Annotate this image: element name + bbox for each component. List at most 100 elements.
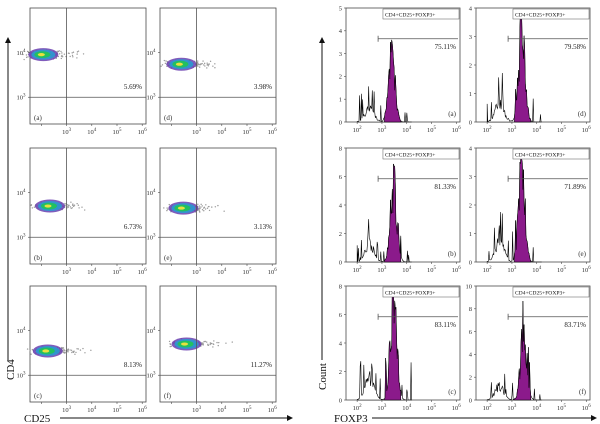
x-tick-label: 102 [353,126,363,134]
x-tick-label: 103 [192,268,202,276]
x-tick-label: 103 [507,404,517,412]
panel-id: (c) [448,388,456,396]
gate-percent: 3.98% [254,83,272,91]
x-tick-label: 104 [87,268,97,276]
population-label-box [382,286,460,298]
population-label-box [382,8,460,20]
panel-id: (d) [164,114,173,122]
y-tick-label: 6 [339,174,343,181]
x-tick-label: 104 [87,406,97,414]
population-label: CD4+CD25+FOXP3+ [515,13,566,19]
cell-population-cluster [163,201,225,215]
foxp3-histograms: 75.11%CD4+CD25+FOXP3+(a)102 103 104 105 1060… [339,5,592,412]
x-tick-label: 103 [377,126,387,134]
histogram-panel: 71.89% CD4+CD25+FOXP3+ (e) 102 103 104 105 106 0… [469,145,592,274]
y-tick-label: 0 [469,119,472,126]
gate-percent: 71.89% [564,183,586,191]
count-axis-label: Count [317,363,329,390]
y-tick-label: 2 [339,369,342,376]
x-tick-label: 106 [582,126,592,134]
panel-id: (c) [34,392,42,400]
panel-id: (a) [34,114,42,122]
histogram-frame [475,147,591,263]
x-tick-label: 104 [402,404,412,412]
dot-plot-panel: 3.98% (d) 103 104 105 106 103 104 [147,7,278,136]
y-tick-label: 103 [147,94,157,102]
panel-id: (e) [164,254,172,262]
y-tick-label: 1 [469,231,472,238]
population-label: CD4+CD25+FOXP3+ [515,153,566,159]
y-tick-label: 103 [147,372,157,380]
x-tick-label: 105 [113,268,123,276]
x-tick-label: 103 [192,128,202,136]
dot-plot-frame [29,7,147,125]
x-tick-label: 103 [377,266,387,274]
cell-population-cluster [30,199,86,213]
histogram-gated-area [514,301,532,401]
population-label: CD4+CD25+FOXP3+ [385,13,436,19]
x-tick-label: 104 [217,268,227,276]
x-tick-label: 103 [192,406,202,414]
y-tick-label: 2 [469,202,472,209]
x-tick-label: 102 [353,266,363,274]
y-tick-label: 0 [339,397,342,404]
y-tick-label: 104 [147,49,157,57]
y-tick-label: 8 [339,145,342,152]
y-tick-label: 4 [339,28,343,35]
gate-percent: 83.71% [564,321,586,329]
x-tick-label: 105 [427,266,437,274]
histogram-gated-area [384,39,402,123]
y-tick-label: 3 [469,174,472,181]
x-tick-label: 102 [483,126,493,134]
y-tick-label: 103 [17,372,27,380]
x-tick-label: 104 [532,404,542,412]
cell-population-cluster [26,344,92,358]
x-tick-label: 106 [452,266,462,274]
population-label-box [512,286,590,298]
y-tick-label: 5 [339,5,342,12]
dot-plot-panel: 11.27% (f) 103 104 105 106 103 104 [147,285,277,414]
x-tick-label: 103 [507,266,517,274]
gate-percent: 11.27% [251,361,272,369]
y-tick-label: 4 [339,202,343,209]
dot-plot-panel: 3.13% (e) 103 104 105 106 103 104 [147,147,277,276]
x-tick-label: 104 [217,406,227,414]
gate-percent: 79.58% [564,43,586,51]
panel-id: (b) [448,250,457,258]
y-tick-label: 2 [339,231,342,238]
gate-percent: 81.33% [434,183,456,191]
x-tick-label: 103 [377,404,387,412]
y-tick-label: 1 [339,97,342,104]
y-tick-label: 10 [466,283,473,290]
panel-id: (f) [579,388,587,396]
y-tick-label: 2 [469,375,472,382]
y-tick-label: 2 [339,74,342,81]
y-tick-label: 104 [147,327,157,335]
cd25-axis-label: CD25 [24,413,51,424]
panel-id: (f) [164,392,172,400]
x-tick-label: 102 [483,404,493,412]
x-tick-label: 106 [268,128,278,136]
x-tick-label: 105 [557,266,567,274]
panel-id: (b) [34,254,43,262]
y-tick-label: 6 [339,312,343,319]
x-tick-label: 104 [402,266,412,274]
x-tick-label: 106 [582,404,592,412]
dot-plot-panel: 5.69% (a) 103 104 105 106 103 104 [17,7,147,136]
population-label: CD4+CD25+FOXP3+ [385,291,436,297]
x-tick-label: 105 [243,128,253,136]
y-tick-label: 103 [17,234,27,242]
y-tick-label: 4 [469,352,473,359]
dot-plot-frame [29,285,147,403]
population-label: CD4+CD25+FOXP3+ [515,291,566,297]
histogram-panel: 79.58% CD4+CD25+FOXP3+ (d) 102 103 104 105 106 0… [469,5,592,134]
x-tick-label: 102 [353,404,363,412]
gate-percent: 75.11% [435,43,456,51]
x-tick-label: 103 [62,406,72,414]
y-tick-label: 8 [469,306,472,313]
y-tick-label: 104 [147,189,157,197]
y-tick-label: 0 [339,119,342,126]
cd4-axis-label: CD4 [5,359,17,380]
histogram-panel: 83.11% CD4+CD25+FOXP3+ (c) 102 103 104 105 106 0… [339,283,462,412]
panel-id: (a) [448,110,456,118]
